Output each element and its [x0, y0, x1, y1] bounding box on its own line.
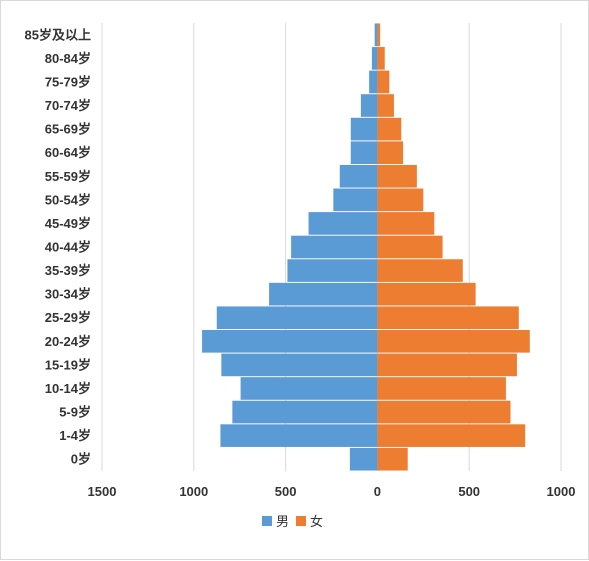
male-bar: [349, 447, 378, 471]
legend-swatch: [262, 516, 272, 526]
female-bar: [377, 164, 417, 188]
male-bar: [360, 94, 378, 117]
female-bar: [377, 188, 424, 212]
female-bar: [377, 424, 526, 447]
male-bar: [240, 377, 378, 400]
female-bar: [377, 377, 506, 400]
female-bar: [377, 353, 517, 377]
bars: [202, 23, 530, 471]
y-category-label: 20-24岁: [45, 334, 91, 349]
y-category-label: 45-49岁: [45, 216, 91, 231]
male-bar: [333, 188, 378, 212]
male-bar: [216, 306, 378, 330]
y-category-label: 80-84岁: [45, 51, 91, 66]
female-bar: [377, 329, 530, 353]
female-bar: [377, 400, 511, 424]
y-category-label: 25-29岁: [45, 310, 91, 325]
y-category-label: 1-4岁: [59, 428, 91, 443]
y-category-label: 30-34岁: [45, 287, 91, 302]
male-bar: [350, 117, 378, 141]
male-bar: [308, 212, 378, 235]
female-bar: [377, 47, 385, 70]
female-bar: [377, 94, 394, 117]
y-category-label: 70-74岁: [45, 98, 91, 113]
legend-label: 男: [276, 514, 289, 529]
y-category-label: 35-39岁: [45, 263, 91, 278]
male-bar: [287, 259, 378, 282]
y-category-label: 15-19岁: [45, 357, 91, 372]
female-bar: [377, 117, 402, 141]
male-bar: [221, 353, 378, 377]
y-category-label: 50-54岁: [45, 192, 91, 207]
x-tick-label: 1000: [547, 484, 576, 499]
female-bar: [377, 141, 404, 165]
y-category-label: 85岁及以上: [25, 27, 91, 42]
x-tick-label: 500: [458, 484, 480, 499]
male-bar: [232, 400, 378, 424]
x-tick-label: 1500: [88, 484, 117, 499]
male-bar: [291, 235, 378, 259]
female-bar: [377, 235, 443, 259]
male-bar: [269, 282, 378, 306]
y-category-label: 0岁: [71, 452, 91, 467]
male-bar: [220, 424, 378, 447]
y-category-label: 65-69岁: [45, 122, 91, 137]
male-bar: [371, 47, 378, 70]
female-bar: [377, 259, 463, 282]
y-category-label: 60-64岁: [45, 145, 91, 160]
male-bar: [374, 23, 378, 47]
axis-labels: 1500 1000 500 0 500 1000 0岁 1-4岁 5-9岁 10-14岁 15-19…: [25, 27, 576, 499]
x-tick-label: 1000: [179, 484, 208, 499]
legend-label: 女: [310, 514, 323, 529]
male-bar: [339, 164, 378, 188]
female-bar: [377, 447, 408, 471]
male-bar: [369, 70, 378, 94]
legend-swatch: [296, 516, 306, 526]
female-bar: [377, 70, 390, 94]
y-category-label: 55-59岁: [45, 169, 91, 184]
legend: 男女: [262, 514, 323, 529]
y-category-label: 75-79岁: [45, 74, 91, 89]
female-bar: [377, 212, 435, 235]
female-bar: [377, 23, 381, 47]
male-bar: [350, 141, 378, 165]
x-tick-label: 0: [374, 484, 381, 499]
female-bar: [377, 306, 519, 330]
y-category-label: 10-14岁: [45, 381, 91, 396]
male-bar: [202, 329, 378, 353]
y-category-label: 5-9岁: [59, 405, 91, 420]
y-category-label: 40-44岁: [45, 240, 91, 255]
x-tick-label: 500: [275, 484, 297, 499]
female-bar: [377, 282, 476, 306]
